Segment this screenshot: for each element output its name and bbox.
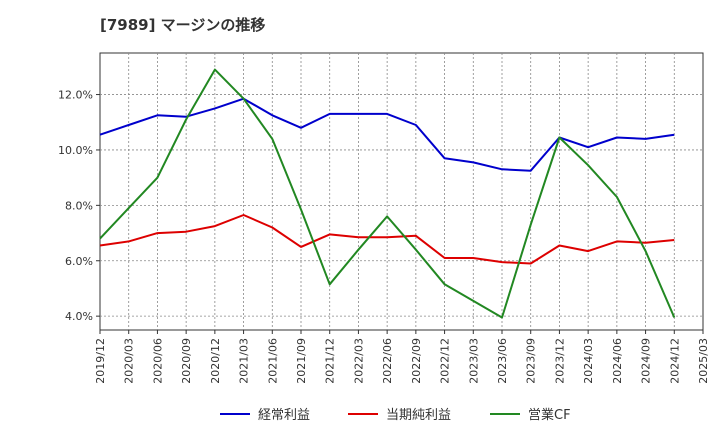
y-axis: 4.0% 6.0% 8.0% 10.0% 12.0%	[58, 89, 100, 323]
x-tick-label: 2024/12	[668, 338, 681, 384]
series-line-3	[99, 68, 676, 319]
x-tick-label: 2021/03	[238, 338, 251, 384]
y-tick-label: 8.0%	[65, 199, 93, 212]
x-tick-label: 2023/12	[553, 338, 566, 384]
x-tick-label: 2022/06	[381, 338, 394, 384]
legend-label: 営業CF	[528, 407, 571, 423]
y-tick-label: 4.0%	[65, 310, 93, 323]
x-tick-label: 2021/12	[324, 338, 337, 384]
x-axis: 2019/12 2020/03 2020/06 2020/09 2020/12 2021/…	[94, 330, 710, 384]
x-tick-label: 2022/03	[352, 338, 365, 384]
x-tick-label: 2024/03	[582, 338, 595, 384]
x-tick-label: 2019/12	[94, 338, 107, 384]
x-tick-label: 2023/06	[496, 338, 509, 384]
y-tick-label: 6.0%	[65, 255, 93, 268]
plot-area	[99, 52, 704, 331]
legend-label: 経常利益	[258, 408, 310, 423]
x-tick-label: 2023/09	[525, 338, 538, 384]
legend: 経常利益 当期純利益 営業CF	[220, 407, 571, 423]
x-tick-label: 2021/09	[295, 338, 308, 384]
x-tick-label: 2024/06	[611, 338, 624, 384]
x-tick-label: 2022/09	[410, 338, 423, 384]
series-line-2	[99, 214, 675, 265]
x-tick-label: 2023/03	[467, 338, 480, 384]
x-tick-label: 2020/03	[123, 338, 136, 384]
series-lines	[99, 68, 676, 319]
x-tick-label: 2025/03	[697, 338, 710, 384]
x-tick-label: 2021/06	[266, 338, 279, 384]
x-tick-label: 2020/09	[180, 338, 193, 384]
legend-label: 当期純利益	[386, 408, 451, 423]
x-tick-label: 2024/09	[640, 338, 653, 384]
chart-title: [7989] マージンの推移	[100, 16, 266, 34]
x-tick-label: 2020/06	[151, 338, 164, 384]
x-tick-label: 2020/12	[209, 338, 222, 384]
x-tick-label: 2022/12	[439, 338, 452, 384]
y-tick-label: 10.0%	[58, 144, 93, 157]
series-line-1	[99, 97, 675, 172]
y-tick-label: 12.0%	[58, 89, 93, 102]
